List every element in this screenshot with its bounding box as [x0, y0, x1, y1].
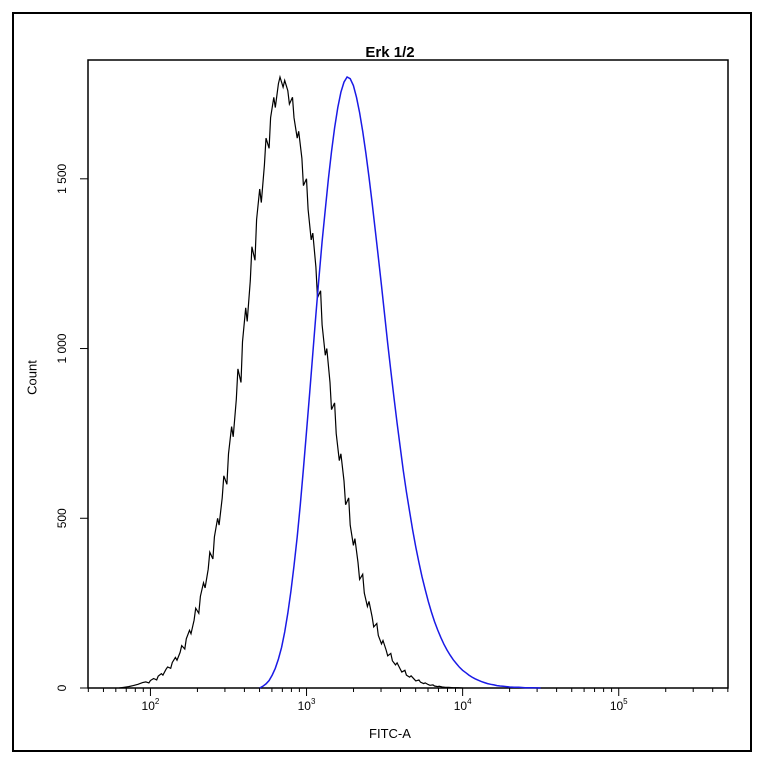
y-tick-label: 0	[55, 684, 69, 691]
y-tick-label: 1 500	[55, 163, 69, 193]
x-axis-label: FITC-A	[350, 726, 430, 741]
y-tick-label: 1 000	[55, 333, 69, 363]
y-axis-label: Count	[25, 348, 40, 408]
x-tick-label: 102	[142, 697, 160, 713]
plot-area	[88, 60, 728, 688]
y-tick-label: 500	[55, 508, 69, 528]
flow-cytometry-histogram: 0 500 1 000 1 500 102 103 104 105	[0, 0, 764, 764]
x-tick-label: 105	[610, 697, 628, 713]
x-tick-label: 104	[454, 697, 472, 713]
x-tick-label: 103	[298, 697, 316, 713]
